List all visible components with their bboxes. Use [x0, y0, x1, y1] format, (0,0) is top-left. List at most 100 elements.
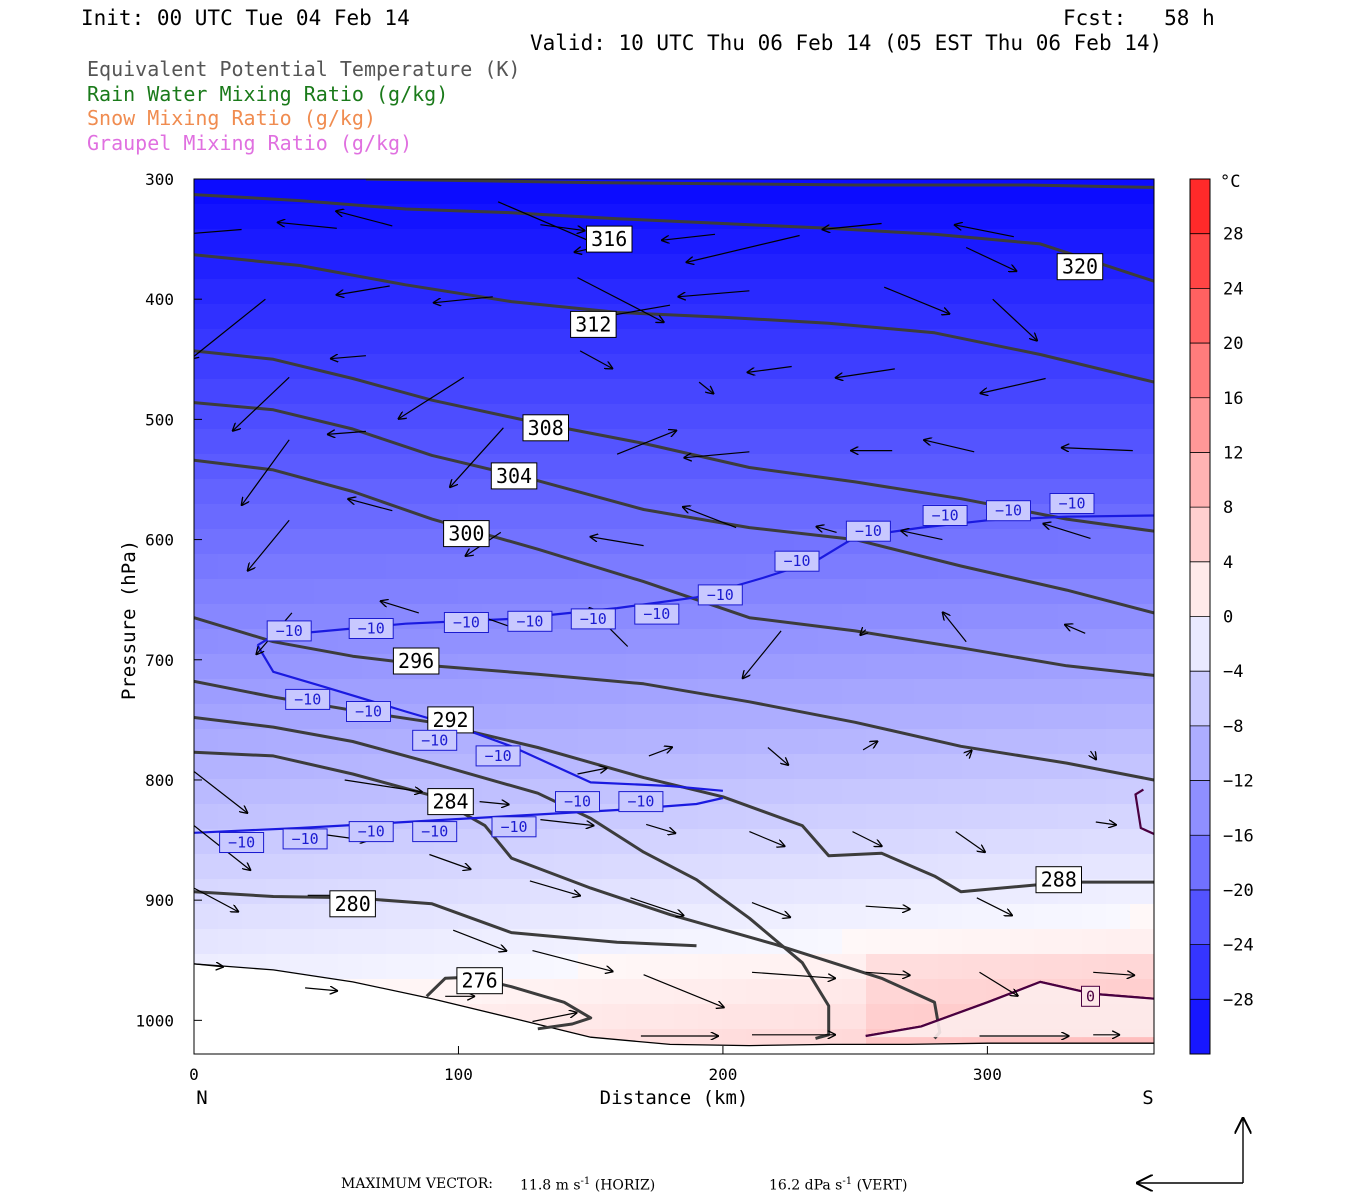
shading-cell [1130, 854, 1154, 880]
shading-cell [362, 329, 387, 355]
temperature-label: −10 [276, 622, 303, 640]
shading-cell [770, 404, 795, 430]
shading-cell [1034, 729, 1059, 755]
shading-cell [938, 629, 963, 655]
y-tick-label: 500 [145, 410, 174, 429]
shading-cell [338, 779, 363, 805]
wind-vector [965, 246, 1017, 272]
shading-cell [554, 829, 579, 855]
shading-cell [194, 654, 219, 680]
colorbar-segment [1190, 780, 1210, 836]
shading-cell [506, 379, 531, 405]
wind-vector [344, 779, 423, 792]
shading-cell [650, 354, 675, 380]
shading-cell [890, 604, 915, 630]
shading-cell [842, 454, 867, 480]
shading-cell [1010, 854, 1035, 880]
shading-cell [1058, 454, 1083, 480]
shading-cell [242, 229, 267, 255]
wind-vector [1064, 624, 1086, 634]
theta-e-label: 320 [1062, 255, 1098, 279]
shading-cell [1010, 179, 1035, 205]
shading-cell [938, 254, 963, 280]
shading-cell [386, 254, 411, 280]
shading-cell [482, 854, 507, 880]
shading-cell [602, 704, 627, 730]
shading-cell [1058, 279, 1083, 305]
shading-cell [458, 879, 483, 905]
shading-cell [242, 379, 267, 405]
shading-cell [698, 729, 723, 755]
shading-cell [842, 554, 867, 580]
shading-cell [794, 379, 819, 405]
shading-cell [578, 404, 603, 430]
shading-cell [914, 254, 939, 280]
shading-cell [914, 454, 939, 480]
shading-cell [722, 479, 747, 505]
shading-cell [1058, 179, 1083, 205]
shading-cell [818, 404, 843, 430]
temperature-label-box [219, 832, 265, 853]
shading-cell [770, 904, 795, 930]
shading-cell [938, 779, 963, 805]
shading-cell [842, 1004, 867, 1030]
temperature-label-box [570, 608, 616, 630]
colorbar-segment [1190, 999, 1210, 1054]
shading-cell [1082, 379, 1107, 405]
shading-cell [818, 779, 843, 805]
shading-cell [1034, 379, 1059, 405]
shading-cell [1082, 329, 1107, 355]
shading-cell [842, 979, 867, 1005]
shading-cell [866, 179, 891, 205]
shading-cell [770, 604, 795, 630]
temperature-label: −10 [1058, 495, 1085, 513]
shading-cell [722, 829, 747, 855]
shading-cell [986, 379, 1011, 405]
shading-cell [1010, 779, 1035, 805]
shading-cell [722, 754, 747, 780]
shading-cell [530, 704, 555, 730]
shading-cell [506, 304, 531, 330]
shading-cell [554, 354, 579, 380]
shading-cell [266, 904, 291, 930]
shading-cell [602, 579, 627, 605]
shading-cell [314, 504, 339, 530]
shading-cell [338, 854, 363, 880]
shading-cell [626, 379, 651, 405]
shading-cell [626, 629, 651, 655]
shading-cell [530, 229, 555, 255]
shading-cell [674, 929, 699, 955]
vert-unit: (VERT) [856, 1177, 908, 1194]
shading-cell [962, 804, 987, 830]
shading-cell [242, 654, 267, 680]
shading-cell [266, 879, 291, 905]
theta-e-label: 280 [335, 892, 371, 916]
shading-cell [1106, 954, 1131, 980]
temperature-label: −10 [292, 830, 319, 848]
shading-cell [1082, 704, 1107, 730]
shading-cell [458, 479, 483, 505]
shading-cell [578, 279, 603, 305]
shading-cell [890, 704, 915, 730]
shading-cell [986, 429, 1011, 455]
shading-cell [866, 829, 891, 855]
wind-vector [751, 902, 791, 918]
shading-cell [818, 579, 843, 605]
shading-cell [410, 879, 435, 905]
shading-cell [986, 579, 1011, 605]
temperature-label: −10 [358, 620, 385, 638]
shading-cell [482, 254, 507, 280]
shading-cell [722, 329, 747, 355]
shading-cell [506, 879, 531, 905]
wind-vector [677, 290, 750, 297]
shading-cell [650, 504, 675, 530]
shading-cell [626, 554, 651, 580]
shading-cell [242, 754, 267, 780]
shading-cell [194, 729, 219, 755]
shading-cell [410, 954, 435, 980]
shading-cell [1082, 779, 1107, 805]
shading-cell [362, 529, 387, 555]
shading-cell [698, 829, 723, 855]
shading-cell [938, 379, 963, 405]
shading-cell [674, 379, 699, 405]
